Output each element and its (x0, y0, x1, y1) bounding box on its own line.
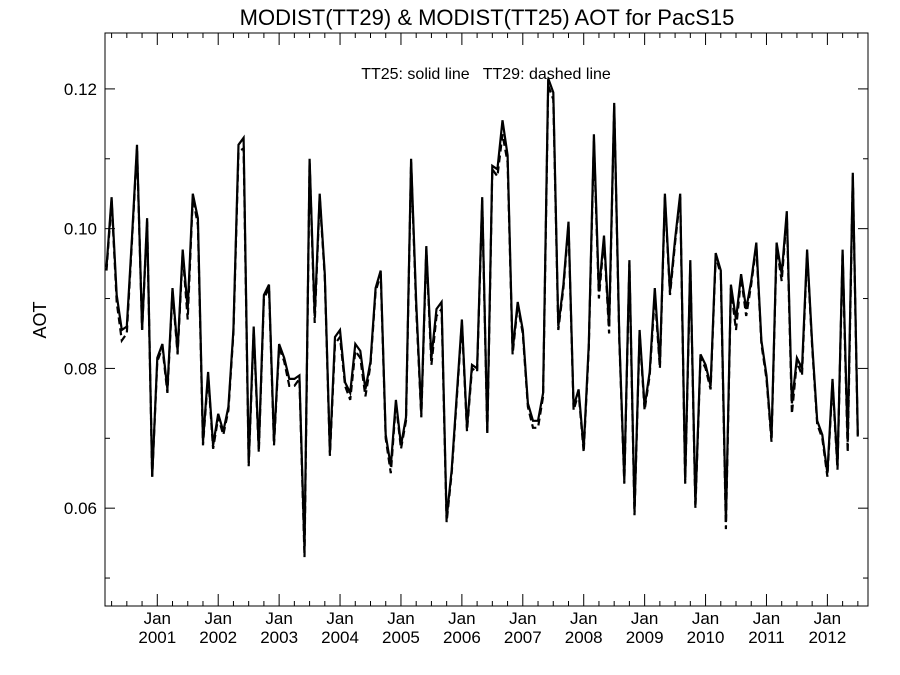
x-tick-year-label: 2011 (748, 628, 785, 647)
x-tick-month-label: Jan (692, 609, 719, 628)
series-layer (105, 78, 859, 558)
x-tick-year-label: 2007 (504, 628, 542, 647)
x-tick-month-label: Jan (387, 609, 414, 628)
x-tick-year-label: 2005 (382, 628, 420, 647)
x-tick-year-label: 2010 (687, 628, 725, 647)
y-axis: 0.06 0.08 0.10 0.12 (64, 80, 868, 579)
x-tick-month-label: Jan (204, 609, 231, 628)
series-line-tt25 (105, 78, 859, 551)
y-axis-label: AOT (30, 301, 50, 338)
x-tick-month-label: Jan (753, 609, 780, 628)
x-tick-month-label: Jan (144, 609, 171, 628)
x-tick-year-label: 2009 (626, 628, 664, 647)
x-tick-year-label: 2012 (808, 628, 846, 647)
y-tick-label: 0.06 (64, 499, 97, 518)
y-tick-label: 0.12 (64, 80, 97, 99)
x-tick-month-label: Jan (509, 609, 536, 628)
x-axis: Jan2001Jan2002Jan2003Jan2004Jan2005Jan20… (111, 33, 859, 647)
y-tick-label: 0.08 (64, 359, 97, 378)
line-style-legend: TT25: solid line TT29: dashed line (361, 66, 611, 83)
x-tick-month-label: Jan (631, 609, 658, 628)
x-tick-month-label: Jan (448, 609, 475, 628)
x-tick-year-label: 2003 (260, 628, 298, 647)
chart-title: MODIST(TT29) & MODIST(TT25) AOT for PacS… (240, 5, 735, 30)
series-line-tt29 (105, 85, 859, 558)
x-tick-month-label: Jan (326, 609, 353, 628)
x-tick-year-label: 2004 (321, 628, 359, 647)
x-tick-year-label: 2001 (138, 628, 176, 647)
x-tick-month-label: Jan (265, 609, 292, 628)
x-tick-year-label: 2002 (199, 628, 237, 647)
x-tick-month-label: Jan (570, 609, 597, 628)
y-tick-label: 0.10 (64, 220, 97, 239)
plot-frame (104, 32, 869, 607)
x-tick-year-label: 2008 (565, 628, 603, 647)
x-tick-year-label: 2006 (443, 628, 481, 647)
x-tick-month-label: Jan (814, 609, 841, 628)
